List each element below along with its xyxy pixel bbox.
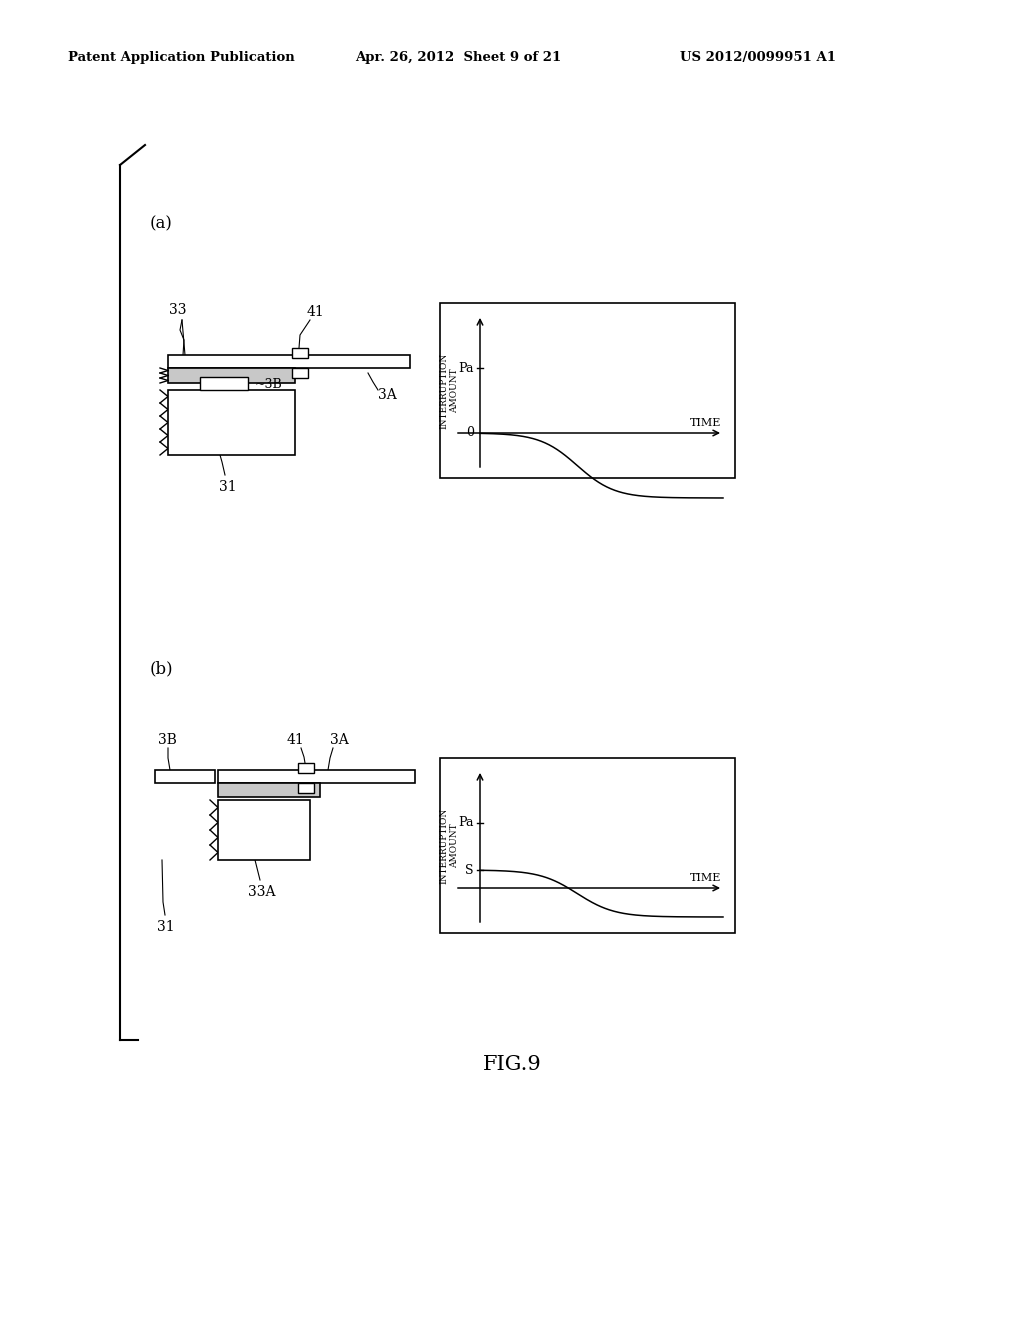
Text: INTERRUPTION
AMOUNT: INTERRUPTION AMOUNT bbox=[439, 352, 459, 429]
Text: Patent Application Publication: Patent Application Publication bbox=[68, 51, 295, 65]
Bar bbox=[168, 368, 295, 383]
Bar bbox=[218, 770, 415, 783]
Bar bbox=[440, 758, 735, 933]
Text: Pa: Pa bbox=[459, 817, 474, 829]
Text: 3A: 3A bbox=[330, 733, 349, 747]
Text: S: S bbox=[466, 863, 474, 876]
Text: 31: 31 bbox=[219, 480, 237, 494]
Bar bbox=[298, 763, 314, 774]
Text: 31: 31 bbox=[158, 920, 175, 935]
Bar bbox=[155, 770, 215, 783]
Bar bbox=[168, 355, 410, 368]
Bar bbox=[292, 348, 308, 358]
Text: INTERRUPTION
AMOUNT: INTERRUPTION AMOUNT bbox=[439, 808, 459, 883]
Text: (b): (b) bbox=[150, 660, 174, 677]
Bar bbox=[218, 783, 319, 797]
Text: 41: 41 bbox=[286, 733, 304, 747]
Bar bbox=[218, 800, 310, 861]
Text: TIME: TIME bbox=[689, 873, 721, 883]
Text: 3A: 3A bbox=[378, 388, 396, 403]
Bar bbox=[298, 783, 314, 793]
Text: Apr. 26, 2012  Sheet 9 of 21: Apr. 26, 2012 Sheet 9 of 21 bbox=[355, 51, 561, 65]
Bar bbox=[440, 304, 735, 478]
Bar bbox=[292, 368, 308, 378]
Text: US 2012/0099951 A1: US 2012/0099951 A1 bbox=[680, 51, 836, 65]
Text: 33A: 33A bbox=[248, 884, 275, 899]
Text: (a): (a) bbox=[150, 215, 173, 232]
Bar bbox=[168, 389, 295, 455]
Text: 3B: 3B bbox=[158, 733, 176, 747]
Text: Pa: Pa bbox=[459, 362, 474, 375]
Text: ~3B: ~3B bbox=[255, 378, 283, 391]
Text: FIG.9: FIG.9 bbox=[482, 1056, 542, 1074]
Text: 33: 33 bbox=[169, 304, 186, 317]
Text: TIME: TIME bbox=[689, 418, 721, 428]
Text: 41: 41 bbox=[306, 305, 324, 319]
Text: 0: 0 bbox=[466, 426, 474, 440]
Bar bbox=[200, 378, 248, 389]
